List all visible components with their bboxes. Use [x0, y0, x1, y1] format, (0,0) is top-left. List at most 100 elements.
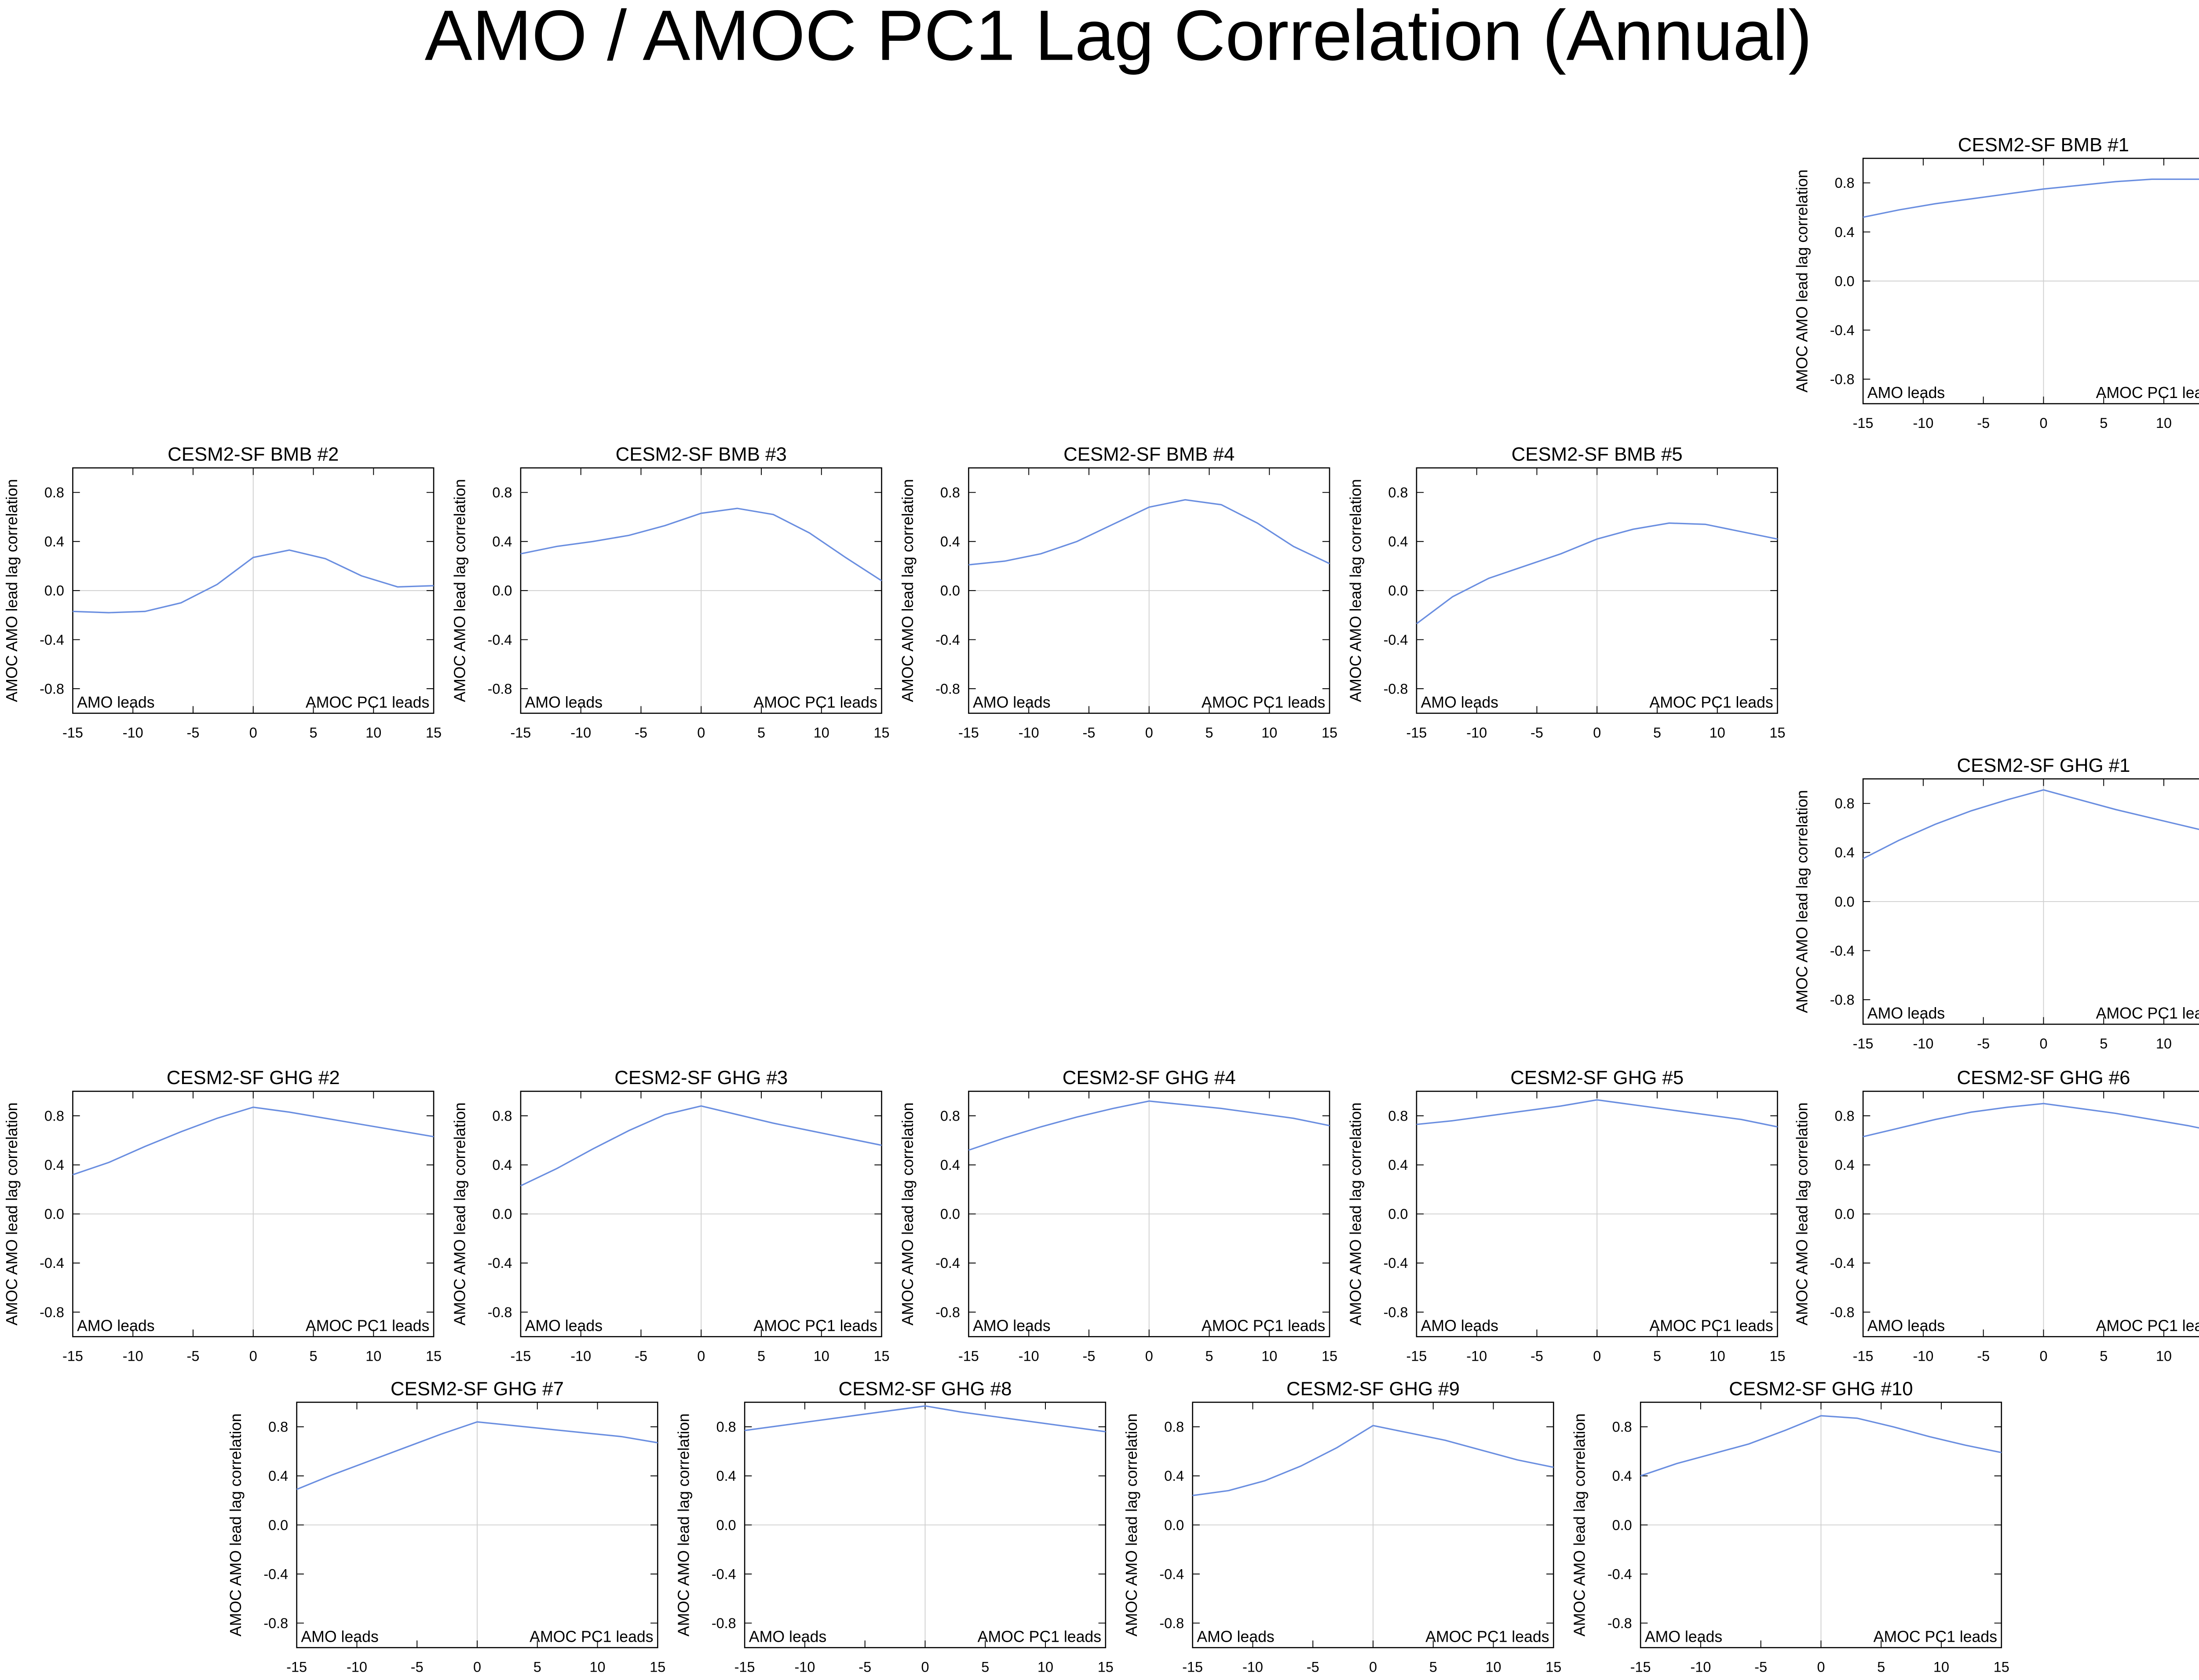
x-tick-label: 5: [1205, 725, 1213, 741]
y-tick-label: 0.8: [492, 1108, 512, 1124]
y-tick-label: -0.4: [488, 632, 512, 648]
x-tick-label: 5: [309, 725, 317, 741]
y-tick-label: -0.8: [488, 1304, 512, 1320]
x-tick-label: -5: [635, 725, 647, 741]
x-tick-label: -15: [510, 725, 531, 741]
y-tick-label: 0.0: [268, 1517, 288, 1533]
x-tick-label: -10: [1019, 725, 1039, 741]
annotation: AMOC PC1 leads: [306, 1317, 429, 1334]
x-tick-label: 10: [814, 725, 829, 741]
x-tick-label: 10: [1710, 725, 1725, 741]
y-axis-label: AMOC AMO lead lag correlation: [1347, 1103, 1364, 1326]
x-tick-label: -10: [347, 1659, 367, 1675]
x-tick-label: -15: [958, 1348, 979, 1364]
x-tick-label: -5: [1754, 1659, 1767, 1675]
x-tick-label: 0: [1817, 1659, 1825, 1675]
y-tick-label: 0.4: [492, 1157, 512, 1173]
y-tick-label: 0.0: [492, 583, 512, 599]
y-axis-label: AMOC AMO lead lag correlation: [451, 1103, 468, 1326]
series-line: [1192, 1424, 1554, 1497]
series-line: [968, 499, 1330, 566]
y-tick-label: -0.8: [1384, 1304, 1408, 1320]
series-line: [520, 508, 882, 581]
series-line: [73, 549, 434, 614]
annotation: AMO leads: [77, 694, 154, 711]
x-tick-label: -10: [123, 1348, 143, 1364]
y-tick-label: 0.4: [1612, 1468, 1632, 1484]
x-tick-label: 15: [650, 1659, 665, 1675]
annotation: AMOC PC1 leads: [1874, 1628, 1997, 1645]
y-axis-label: AMOC AMO lead lag correlation: [1794, 169, 1811, 392]
x-tick-label: -5: [635, 1348, 647, 1364]
series-line: [72, 1106, 434, 1176]
y-tick-label: 0.0: [1164, 1517, 1184, 1533]
x-tick-label: 0: [1145, 1348, 1153, 1364]
annotation: AMOC PC1 leads: [753, 1317, 877, 1334]
x-tick-label: 10: [365, 725, 381, 741]
x-tick-label: 5: [2100, 1036, 2108, 1052]
y-tick-label: -0.4: [1384, 1255, 1408, 1271]
annotation: AMOC PC1 leads: [2096, 1317, 2199, 1334]
annotation: AMO leads: [1867, 1004, 1945, 1022]
x-tick-label: -5: [187, 1348, 200, 1364]
x-tick-label: -15: [1406, 1348, 1427, 1364]
y-tick-label: 0.0: [1388, 1206, 1408, 1222]
annotation: AMOC PC1 leads: [1202, 694, 1325, 711]
y-axis-label: AMOC AMO lead lag correlation: [1571, 1413, 1589, 1636]
panel-title: CESM2-SF BMB #2: [168, 444, 339, 465]
y-axis-label: AMOC AMO lead lag correlation: [1347, 479, 1364, 702]
x-tick-label: 15: [426, 725, 442, 741]
y-tick-label: -0.8: [1384, 681, 1408, 697]
x-tick-label: 10: [365, 1348, 381, 1364]
y-tick-label: -0.8: [1830, 372, 1855, 387]
y-tick-label: 0.0: [1835, 1206, 1855, 1222]
x-tick-label: 10: [1485, 1659, 1501, 1675]
x-tick-label: -10: [1913, 415, 1933, 431]
panel-title: CESM2-SF GHG #1: [1957, 755, 2130, 776]
y-axis-label: AMOC AMO lead lag correlation: [1123, 1413, 1140, 1636]
annotation: AMO leads: [301, 1628, 378, 1645]
y-tick-label: -0.4: [1159, 1566, 1184, 1582]
annotation: AMO leads: [749, 1628, 826, 1645]
x-tick-label: -5: [1977, 1036, 1990, 1052]
annotation: AMO leads: [1421, 1317, 1498, 1334]
panel-title: CESM2-SF BMB #3: [616, 444, 787, 465]
x-tick-label: 10: [1037, 1659, 1053, 1675]
annotation: AMO leads: [1197, 1628, 1274, 1645]
x-tick-label: 15: [1994, 1659, 2009, 1675]
x-tick-label: 0: [697, 1348, 705, 1364]
annotation: AMOC PC1 leads: [1202, 1317, 1325, 1334]
y-tick-label: -0.4: [40, 632, 64, 648]
x-tick-label: -15: [1630, 1659, 1651, 1675]
annotation: AMO leads: [525, 694, 603, 711]
x-tick-label: 10: [1261, 1348, 1277, 1364]
x-tick-label: -10: [795, 1659, 815, 1675]
x-tick-label: -10: [1690, 1659, 1711, 1675]
y-tick-label: -0.8: [1159, 1615, 1184, 1631]
y-axis-label: AMOC AMO lead lag correlation: [1794, 1103, 1811, 1326]
y-tick-label: 0.0: [940, 583, 960, 599]
x-tick-label: -15: [1853, 1036, 1874, 1052]
y-tick-label: -0.4: [488, 1255, 512, 1271]
x-tick-label: -10: [1019, 1348, 1039, 1364]
x-tick-label: -5: [187, 725, 200, 741]
x-tick-label: 5: [1877, 1659, 1885, 1675]
x-tick-label: 10: [814, 1348, 829, 1364]
y-axis-label: AMOC AMO lead lag correlation: [3, 479, 21, 702]
y-tick-label: 0.8: [1388, 1108, 1408, 1124]
series-line: [520, 1105, 882, 1187]
y-tick-label: -0.8: [1830, 1304, 1855, 1320]
x-tick-label: 5: [533, 1659, 541, 1675]
y-tick-label: 0.8: [44, 485, 64, 500]
panel-title: CESM2-SF GHG #5: [1510, 1067, 1684, 1088]
x-tick-label: 15: [1770, 725, 1786, 741]
x-tick-label: 10: [2156, 1348, 2172, 1364]
panel-title: CESM2-SF GHG #10: [1729, 1378, 1913, 1399]
x-tick-label: -5: [1083, 725, 1096, 741]
annotation: AMOC PC1 leads: [978, 1628, 1101, 1645]
x-tick-label: 0: [1593, 1348, 1601, 1364]
x-tick-label: 15: [1322, 725, 1337, 741]
y-axis-label: AMOC AMO lead lag correlation: [3, 1103, 21, 1326]
